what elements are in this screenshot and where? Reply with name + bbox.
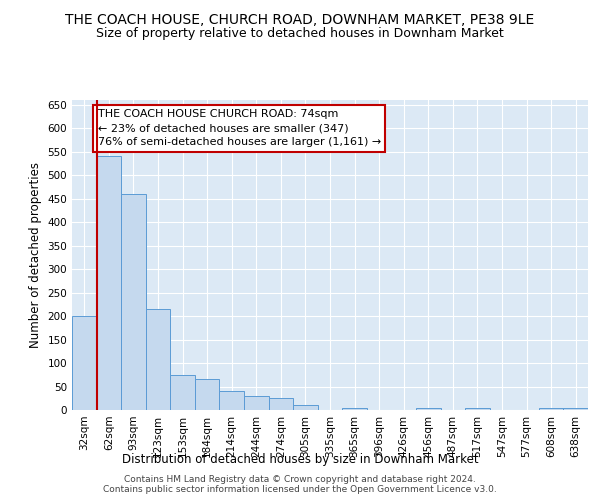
Bar xyxy=(170,375,195,410)
Bar xyxy=(121,194,146,410)
Text: Contains public sector information licensed under the Open Government Licence v3: Contains public sector information licen… xyxy=(103,485,497,494)
Bar xyxy=(465,408,490,410)
Bar xyxy=(342,408,367,410)
Bar xyxy=(146,309,170,410)
Bar xyxy=(220,391,244,410)
Y-axis label: Number of detached properties: Number of detached properties xyxy=(29,162,42,348)
Bar xyxy=(416,408,440,410)
Text: Distribution of detached houses by size in Downham Market: Distribution of detached houses by size … xyxy=(122,452,478,466)
Text: Size of property relative to detached houses in Downham Market: Size of property relative to detached ho… xyxy=(96,28,504,40)
Bar xyxy=(293,406,318,410)
Text: THE COACH HOUSE, CHURCH ROAD, DOWNHAM MARKET, PE38 9LE: THE COACH HOUSE, CHURCH ROAD, DOWNHAM MA… xyxy=(65,12,535,26)
Bar xyxy=(97,156,121,410)
Bar xyxy=(539,408,563,410)
Text: THE COACH HOUSE CHURCH ROAD: 74sqm
← 23% of detached houses are smaller (347)
76: THE COACH HOUSE CHURCH ROAD: 74sqm ← 23%… xyxy=(98,110,381,148)
Bar xyxy=(72,316,97,410)
Bar xyxy=(244,396,269,410)
Bar xyxy=(269,398,293,410)
Text: Contains HM Land Registry data © Crown copyright and database right 2024.: Contains HM Land Registry data © Crown c… xyxy=(124,475,476,484)
Bar xyxy=(563,408,588,410)
Bar xyxy=(195,380,220,410)
